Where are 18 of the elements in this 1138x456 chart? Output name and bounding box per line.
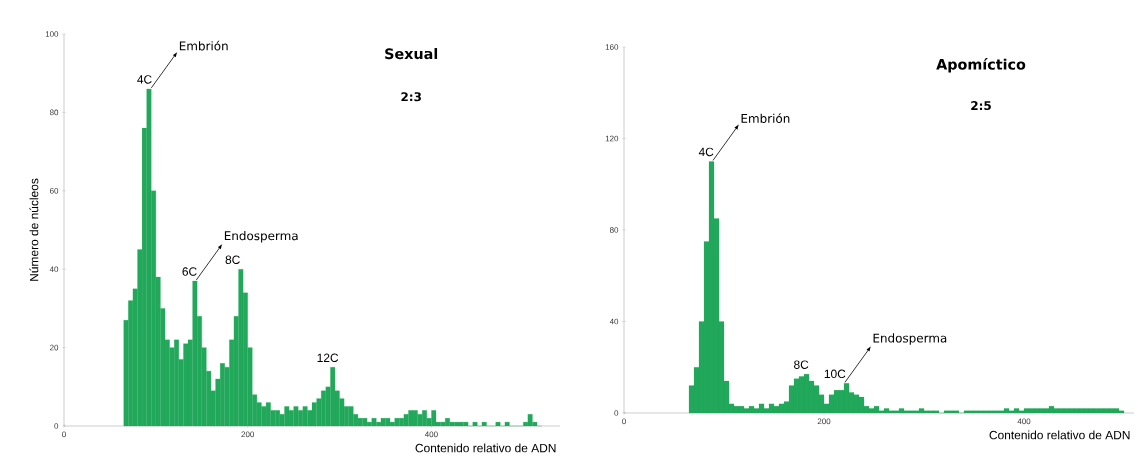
annotation: 12C [317,353,339,362]
text: Sexual [385,48,438,60]
annotation: Embrión [179,40,228,51]
text: 2:3 [401,92,421,102]
text: 2:5 [971,101,991,111]
annotation: Endosperma [224,230,298,243]
annotation: 8C [794,360,809,369]
annotation: 10C [824,369,846,379]
x-axis-title: Contenido relativo de ADN [989,430,1130,440]
annotation: Embrión [741,113,790,123]
x-axis-title: Contenido relativo de ADN [415,443,556,453]
annotation: 6C [182,267,197,276]
annotation: Endosperma [873,333,947,345]
text: Apomíctico [936,58,1026,73]
annotation: 4C [137,75,152,84]
annotation: 4C [698,147,714,157]
y-axis-title: Número de núcleos [29,178,39,281]
annotation: 8C [225,255,240,264]
